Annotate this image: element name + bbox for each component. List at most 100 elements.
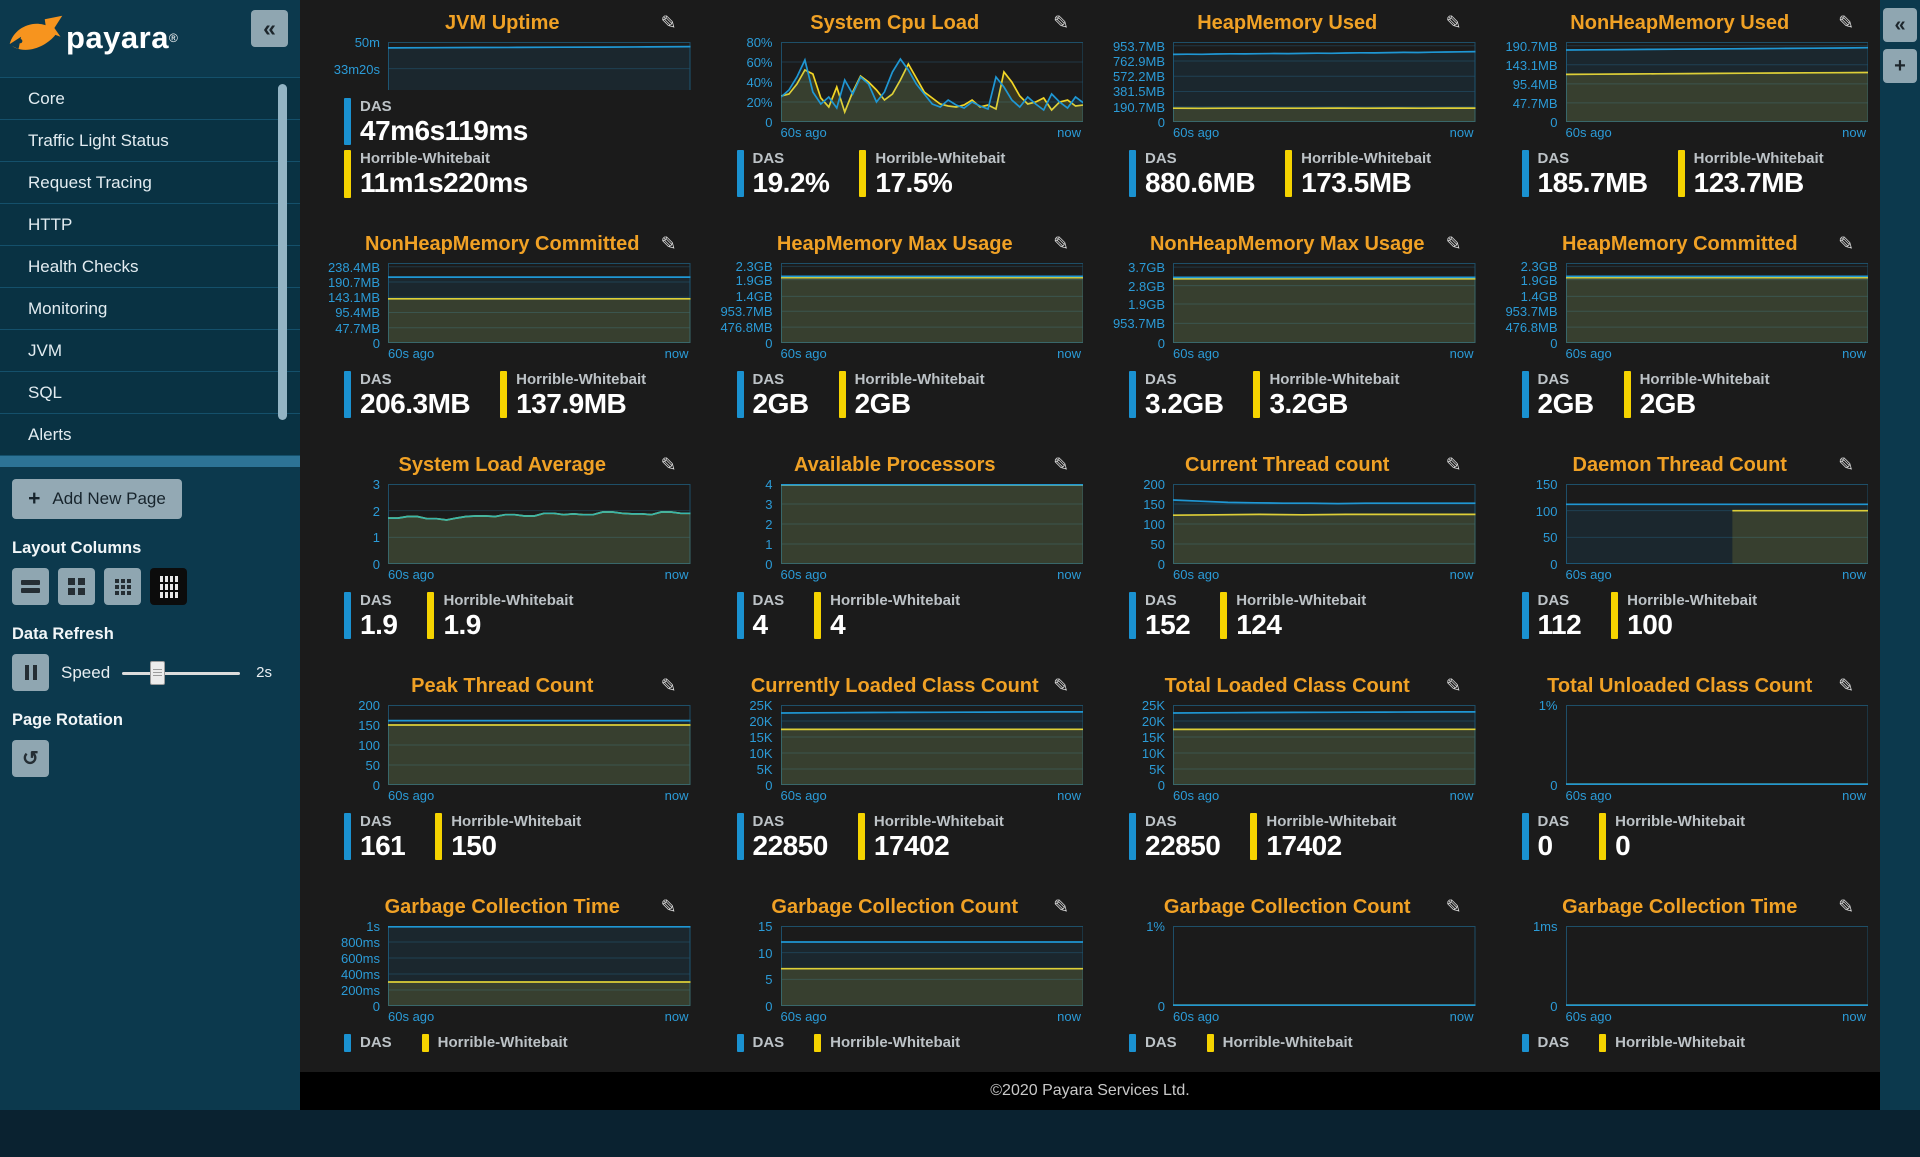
data-refresh-heading: Data Refresh: [12, 625, 114, 643]
edit-icon[interactable]: ✎: [1053, 676, 1069, 697]
edit-icon[interactable]: ✎: [1053, 13, 1069, 34]
y-axis-labels: 2.3GB 1.9GB 1.4GB 953.7MB 476.8MB 0: [1492, 259, 1566, 351]
y-axis-tick-label: 0: [1157, 557, 1165, 572]
sidebar-menu-item-partial[interactable]: [0, 456, 300, 467]
brand-registered-mark: ®: [168, 30, 178, 45]
legend-value: 0: [1615, 830, 1631, 861]
add-chart-button[interactable]: +: [1883, 49, 1917, 83]
layout-3-columns-button[interactable]: [104, 568, 141, 605]
edit-icon[interactable]: ✎: [660, 455, 677, 476]
page-rotation-button[interactable]: ↻: [12, 740, 49, 777]
edit-icon[interactable]: ✎: [1053, 455, 1069, 476]
chart-plot-svg: [780, 42, 1083, 122]
legend-entry: DAS 161: [344, 813, 406, 860]
edit-icon[interactable]: ✎: [1838, 234, 1854, 255]
legend-entry: DAS 185.7MB: [1521, 150, 1649, 198]
layout-2-columns-button[interactable]: [58, 568, 95, 605]
chart-title: HeapMemory Max Usage: [776, 233, 1013, 255]
edit-icon[interactable]: ✎: [660, 897, 677, 918]
edit-icon[interactable]: ✎: [660, 676, 677, 697]
sidebar-menu-item[interactable]: Traffic Light Status: [0, 120, 300, 162]
sidebar-menu-scrollbar[interactable]: [278, 84, 287, 420]
legend-text: DAS 22850: [753, 813, 829, 860]
y-axis-labels: 1% 0: [1099, 919, 1173, 1014]
legend-entry: DAS 2GB: [736, 371, 809, 418]
x-axis-right-label: now: [664, 567, 689, 582]
edit-icon[interactable]: ✎: [1445, 13, 1462, 34]
x-axis-left-label: 60s ago: [780, 125, 827, 140]
layout-3-columns-icon: [114, 578, 131, 595]
edit-icon[interactable]: ✎: [1838, 897, 1854, 918]
y-axis-tick-label: 150: [358, 718, 380, 733]
edit-icon[interactable]: ✎: [1053, 234, 1069, 255]
slider-handle[interactable]: [150, 660, 166, 685]
add-new-page-button[interactable]: + Add New Page: [12, 479, 182, 519]
chart-tile-header: Daemon Thread Count ✎: [1492, 454, 1869, 484]
sidebar-menu-item[interactable]: SQL: [0, 372, 300, 414]
legend-color-bar: [1129, 371, 1136, 419]
chart-tile-header: Peak Thread Count ✎: [314, 675, 691, 705]
y-axis-tick-label: 600ms: [340, 951, 380, 966]
sidebar-menu-item[interactable]: Alerts: [0, 414, 300, 456]
sidebar-menu-item[interactable]: Core: [0, 78, 300, 120]
y-axis-tick-label: 190.7MB: [1505, 38, 1558, 54]
y-axis-tick-label: 20K: [749, 714, 773, 729]
edit-icon[interactable]: ✎: [1838, 455, 1854, 476]
legend-value: 19.2%: [752, 167, 830, 198]
legend-color-bar: [1599, 1034, 1607, 1052]
sidebar-menu-item[interactable]: JVM: [0, 330, 300, 372]
legend-text: DAS: [753, 1034, 785, 1052]
chart-title: HeapMemory Used: [1197, 12, 1378, 34]
edit-icon[interactable]: ✎: [1445, 455, 1462, 476]
legend-instance-name: DAS: [1145, 150, 1177, 167]
refresh-speed-slider[interactable]: [122, 660, 241, 685]
chart-tile: JVM Uptime ✎ 50m 33m20s DAS 47m6s119ms Horribl…: [310, 6, 695, 227]
legend-color-bar: [857, 813, 865, 861]
edit-icon[interactable]: ✎: [1445, 897, 1462, 918]
sidebar-menu-item[interactable]: Health Checks: [0, 246, 300, 288]
y-axis-tick-label: 0: [765, 115, 773, 130]
legend-instance-name: Horrible-Whitebait: [873, 813, 1004, 830]
layout-1-column-button[interactable]: [12, 568, 49, 605]
legend-entry: DAS 2GB: [1521, 371, 1594, 418]
legend-value: 100: [1627, 609, 1673, 640]
slider-track[interactable]: [122, 671, 241, 675]
x-axis-left-label: 60s ago: [1565, 346, 1612, 361]
edit-icon[interactable]: ✎: [1445, 676, 1462, 697]
sidebar-menu-item[interactable]: Request Tracing: [0, 162, 300, 204]
legend-color-bar: [1521, 150, 1529, 198]
edit-icon[interactable]: ✎: [660, 13, 677, 34]
edit-icon[interactable]: ✎: [1838, 13, 1854, 34]
edit-icon[interactable]: ✎: [1445, 234, 1462, 255]
legend-text: Horrible-Whitebait 11m1s220ms: [360, 150, 528, 197]
chart-plot-svg: [1173, 484, 1476, 564]
x-axis-labels: 60s ago now: [1566, 1009, 1869, 1024]
legend-value: 47m6s119ms: [360, 115, 528, 146]
sidebar-collapse-button[interactable]: «: [251, 10, 288, 47]
legend-text: DAS 4: [753, 592, 785, 639]
edit-icon[interactable]: ✎: [1053, 897, 1069, 918]
sidebar-menu-item[interactable]: HTTP: [0, 204, 300, 246]
legend-text: Horrible-Whitebait 17.5%: [875, 150, 1005, 197]
chart-tile: NonHeapMemory Used ✎ 190.7MB 143.1MB 95.4MB 4…: [1488, 6, 1873, 227]
x-axis-right-label: now: [664, 346, 689, 361]
sidebar-menu-item[interactable]: Monitoring: [0, 288, 300, 330]
plot-area: [780, 42, 1083, 122]
y-axis-labels: 953.7MB 762.9MB 572.2MB 381.5MB 190.7MB 0: [1099, 39, 1173, 130]
layout-4-columns-button[interactable]: [150, 568, 187, 605]
legend-color-bar: [1253, 371, 1261, 419]
chart-area: 15 10 5 0: [707, 919, 1083, 1014]
legend-value: 185.7MB: [1537, 167, 1649, 198]
legend-value: 3.2GB: [1269, 388, 1348, 419]
edit-icon[interactable]: ✎: [1838, 676, 1854, 697]
collapse-panel-button[interactable]: «: [1883, 8, 1917, 42]
y-axis-tick-label: 0: [765, 336, 773, 351]
legend-instance-name: Horrible-Whitebait: [1615, 813, 1746, 830]
edit-icon[interactable]: ✎: [660, 234, 677, 255]
legend-instance-name: Horrible-Whitebait: [1693, 150, 1824, 167]
plot-area: [1565, 705, 1868, 785]
chart-title: Garbage Collection Time: [384, 896, 620, 918]
chart-tile: HeapMemory Max Usage ✎ 2.3GB 1.9GB 1.4GB 953.…: [703, 227, 1088, 448]
pause-refresh-button[interactable]: [12, 654, 49, 691]
y-axis-labels: 1s 800ms 600ms 400ms 200ms 0: [314, 919, 388, 1014]
